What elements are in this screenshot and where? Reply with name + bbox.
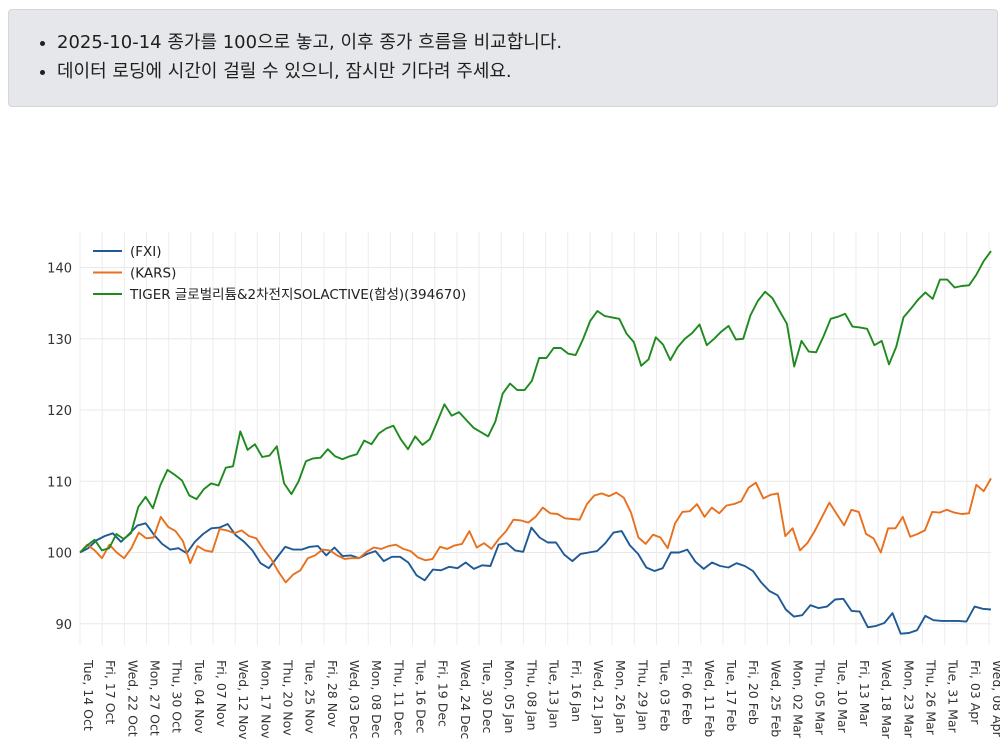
x-tick-label: Mon, 05 Jan <box>502 660 517 733</box>
x-tick-label: Wed, 18 Mar <box>879 660 894 740</box>
x-tick-label: Tue, 17 Feb <box>724 659 739 731</box>
legend-label-0: (FXI) <box>130 244 162 260</box>
x-tick-label: Mon, 27 Oct <box>148 660 163 736</box>
x-tick-label: Wed, 11 Feb <box>702 660 717 737</box>
x-tick-label: Wed, 24 Dec <box>458 660 473 739</box>
x-tick-label: Thu, 26 Mar <box>923 659 938 736</box>
x-tick-label: Thu, 29 Jan <box>635 659 650 731</box>
x-tick-label: Wed, 12 Nov <box>236 660 251 740</box>
x-tick-label: Fri, 19 Dec <box>436 660 451 727</box>
x-tick-label: Fri, 06 Feb <box>680 660 695 725</box>
y-tick-label-120: 120 <box>47 404 72 419</box>
series-line-2 <box>79 250 992 554</box>
x-tick-label: Fri, 03 Apr <box>968 660 983 725</box>
notice-box: 2025-10-14 종가를 100으로 놓고, 이후 종가 흐름을 비교합니다… <box>8 9 998 107</box>
x-tick-label: Mon, 26 Jan <box>613 660 628 733</box>
x-tick-label: Thu, 05 Mar <box>813 659 828 736</box>
notice-line-base-date: 2025-10-14 종가를 100으로 놓고, 이후 종가 흐름을 비교합니다… <box>57 28 997 57</box>
x-tick-label: Tue, 04 Nov <box>192 659 207 734</box>
y-tick-label-90: 90 <box>55 618 72 633</box>
x-tick-label: Fri, 16 Jan <box>569 660 584 722</box>
x-tick-label: Fri, 13 Mar <box>857 660 872 727</box>
x-tick-label: Fri, 28 Nov <box>325 660 340 728</box>
series-line-1 <box>79 477 992 584</box>
x-tick-label: Tue, 31 Mar <box>946 659 961 734</box>
x-tick-label: Fri, 17 Oct <box>103 660 118 724</box>
notice-line-loading: 데이터 로딩에 시간이 걸릴 수 있으니, 잠시만 기다려 주세요. <box>57 57 997 86</box>
x-tick-label: Tue, 16 Dec <box>414 659 429 733</box>
x-tick-label: Tue, 30 Dec <box>480 659 495 733</box>
series-line-0 <box>79 522 992 635</box>
x-tick-label: Thu, 20 Nov <box>281 659 296 736</box>
y-tick-label-110: 110 <box>47 475 72 490</box>
x-tick-label: Wed, 21 Jan <box>591 660 606 734</box>
x-tick-label: Fri, 07 Nov <box>214 660 229 728</box>
x-tick-label: Wed, 08 Apr <box>990 660 1000 738</box>
x-tick-label: Mon, 08 Dec <box>369 660 384 738</box>
legend-label-2: TIGER 글로벌리튬&2차전지SOLACTIVE(합성)(394670) <box>129 287 466 303</box>
legend-label-1: (KARS) <box>130 266 176 282</box>
x-tick-label: Tue, 14 Oct <box>81 659 96 731</box>
y-tick-label-100: 100 <box>47 547 72 562</box>
x-tick-label: Tue, 13 Jan <box>547 659 562 728</box>
x-tick-label: Tue, 25 Nov <box>303 659 318 734</box>
x-tick-label: Wed, 22 Oct <box>125 660 140 737</box>
y-tick-label-130: 130 <box>47 333 72 348</box>
x-tick-label: Mon, 02 Mar <box>790 660 805 739</box>
x-tick-label: Thu, 08 Jan <box>524 659 539 731</box>
x-tick-label: Thu, 11 Dec <box>391 659 406 736</box>
x-tick-label: Tue, 10 Mar <box>835 659 850 734</box>
x-tick-label: Wed, 03 Dec <box>347 660 362 739</box>
x-tick-label: Thu, 30 Oct <box>170 659 185 733</box>
x-tick-label: Tue, 03 Feb <box>657 659 672 731</box>
x-tick-label: Mon, 23 Mar <box>901 660 916 739</box>
notice-list: 2025-10-14 종가를 100으로 놓고, 이후 종가 흐름을 비교합니다… <box>9 10 997 86</box>
x-tick-label: Mon, 17 Nov <box>258 660 273 739</box>
x-tick-label: Fri, 20 Feb <box>746 660 761 725</box>
x-tick-label: Wed, 25 Feb <box>768 660 783 737</box>
y-tick-label-140: 140 <box>47 262 72 277</box>
